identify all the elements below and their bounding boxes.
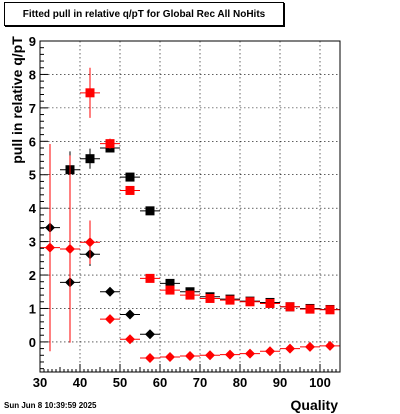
data-point-diamond	[205, 350, 215, 361]
axes: 30 40 50 60 70 80 90 100 0 1 2 3 4 5 6 7 8 9	[29, 34, 341, 390]
data-point-diamond	[165, 351, 175, 362]
y-tick-label: 0	[29, 335, 36, 350]
y-tick-label: 9	[29, 34, 36, 49]
x-tick-label: 50	[113, 375, 127, 390]
y-tick-label: 8	[29, 67, 36, 82]
x-tick-label: 60	[153, 375, 167, 390]
data-markers	[40, 67, 340, 363]
y-tick-label: 7	[29, 101, 36, 116]
data-point-diamond	[265, 346, 275, 357]
y-tick-label: 4	[29, 201, 37, 216]
timestamp: Sun Jun 8 10:39:59 2025	[4, 401, 97, 410]
data-point-square	[225, 295, 235, 305]
data-point-square	[145, 206, 155, 216]
data-point-diamond	[245, 348, 255, 359]
data-point-diamond	[125, 309, 135, 320]
data-point-diamond	[145, 352, 155, 363]
y-tick-label: 3	[29, 235, 36, 250]
data-point-square	[245, 297, 255, 307]
data-point-diamond	[65, 243, 75, 254]
data-point-square	[85, 88, 95, 98]
data-point-diamond	[285, 343, 295, 354]
x-tick-label: 30	[33, 375, 47, 390]
data-point-diamond	[105, 314, 115, 325]
series-diamond-black	[40, 222, 160, 340]
data-point-square	[265, 298, 275, 308]
grid-lines	[40, 41, 340, 372]
data-point-square	[165, 285, 175, 295]
series-square-red	[80, 67, 340, 315]
data-point-diamond	[145, 329, 155, 340]
y-tick-label: 5	[29, 168, 36, 183]
data-point-square	[205, 293, 215, 303]
chart-title: Fitted pull in relative q/pT for Global …	[4, 2, 284, 26]
x-tick-label: 80	[233, 375, 247, 390]
x-tick-label: 100	[309, 375, 331, 390]
y-axis-label: pull in relative q/pT	[9, 36, 25, 164]
data-point-diamond	[85, 237, 95, 248]
y-tick-label: 1	[29, 301, 36, 316]
data-point-square	[125, 185, 135, 195]
data-point-square	[105, 139, 115, 149]
data-point-diamond	[185, 350, 195, 361]
x-tick-label: 90	[273, 375, 287, 390]
data-point-square	[145, 273, 155, 283]
data-point-square	[325, 305, 335, 315]
x-axis-label: Quality	[291, 397, 339, 413]
x-tick-label: 70	[193, 375, 207, 390]
data-point-square	[85, 154, 95, 164]
data-point-square	[305, 304, 315, 314]
data-point-diamond	[125, 334, 135, 345]
data-point-diamond	[105, 286, 115, 297]
data-point-diamond	[45, 242, 55, 253]
data-point-square	[165, 278, 175, 288]
plot-frame	[39, 40, 341, 373]
data-point-diamond	[305, 341, 315, 352]
data-point-diamond	[225, 349, 235, 360]
y-tick-label: 2	[29, 268, 36, 283]
data-point-square	[185, 290, 195, 300]
data-point-square	[285, 302, 295, 312]
x-tick-label: 40	[73, 375, 87, 390]
series-diamond-red	[40, 143, 340, 363]
y-tick-label: 6	[29, 134, 36, 149]
data-point-square	[125, 172, 135, 182]
data-point-diamond	[325, 340, 335, 351]
